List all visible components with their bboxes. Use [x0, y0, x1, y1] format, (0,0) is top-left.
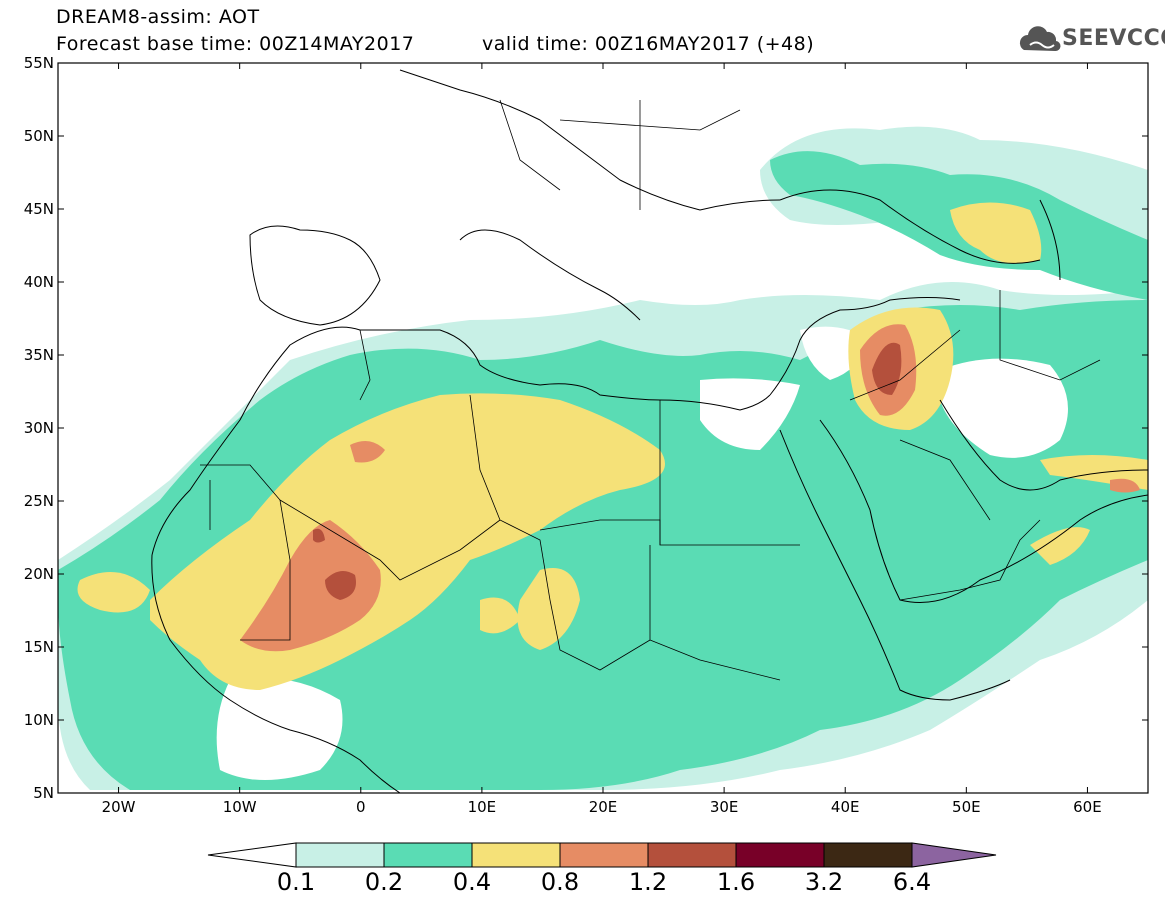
latitude-axis: 55N 50N 45N 40N 35N 30N 25N 20N 15N 10N 5N: [24, 54, 1148, 802]
lon-label: 50E: [952, 798, 981, 816]
lon-label: 60E: [1073, 798, 1102, 816]
colorbar-level-label: 1.6: [716, 868, 756, 896]
colorbar-level-label: 6.4: [892, 868, 932, 896]
colorbar-level-label: 1.2: [628, 868, 668, 896]
lat-label: 35N: [24, 346, 54, 364]
lon-label: 40E: [831, 798, 860, 816]
lat-label: 40N: [24, 273, 54, 291]
lat-label: 15N: [24, 638, 54, 656]
logo-text: SEEVCCC: [1062, 26, 1165, 51]
colorbar-over-arrow: [911, 842, 997, 868]
coastlines: [151, 69, 1148, 793]
lat-label: 20N: [24, 565, 54, 583]
lon-label: 0: [356, 798, 366, 816]
lat-label: 10N: [24, 711, 54, 729]
colorbar-segment: [295, 842, 385, 868]
colorbar-segment: [383, 842, 473, 868]
colorbar-segment: [559, 842, 649, 868]
lon-label: 20E: [589, 798, 618, 816]
colorbar: [207, 842, 997, 868]
lat-label: 25N: [24, 492, 54, 510]
lon-label: 10W: [223, 798, 257, 816]
colorbar-level-label: 0.2: [364, 868, 404, 896]
colorbar-level-label: 3.2: [804, 868, 844, 896]
colorbar-level-label: 0.8: [540, 868, 580, 896]
aot-level-1.2: [313, 342, 902, 600]
lon-label: 20W: [102, 798, 136, 816]
colorbar-level-label: 0.4: [452, 868, 492, 896]
colorbar-segment: [471, 842, 561, 868]
aot-level-0.8: [240, 324, 1140, 652]
borders: [200, 99, 1101, 681]
aot-field: [58, 126, 1148, 790]
colorbar-segment: [735, 842, 825, 868]
cloud-icon: [1019, 26, 1061, 52]
forecast-base-time: Forecast base time: 00Z14MAY2017: [56, 33, 415, 55]
colorbar-level-label: 0.1: [276, 868, 316, 896]
lat-label: 55N: [24, 54, 54, 72]
aot-gap: [216, 326, 1068, 780]
longitude-axis: 20W 10W 0 10E 20E 30E 40E 50E 60E: [102, 63, 1102, 816]
colorbar-segment: [823, 842, 913, 868]
colorbar-under-arrow: [207, 842, 297, 868]
lat-label: 5N: [33, 784, 54, 802]
lat-label: 45N: [24, 200, 54, 218]
valid-time: valid time: 00Z16MAY2017 (+48): [482, 33, 815, 55]
colorbar-segment: [647, 842, 737, 868]
map-title: DREAM8-assim: AOT: [56, 6, 260, 28]
lon-label: 10E: [468, 798, 497, 816]
lat-label: 30N: [24, 419, 54, 437]
lat-label: 50N: [24, 127, 54, 145]
lon-label: 30E: [710, 798, 739, 816]
